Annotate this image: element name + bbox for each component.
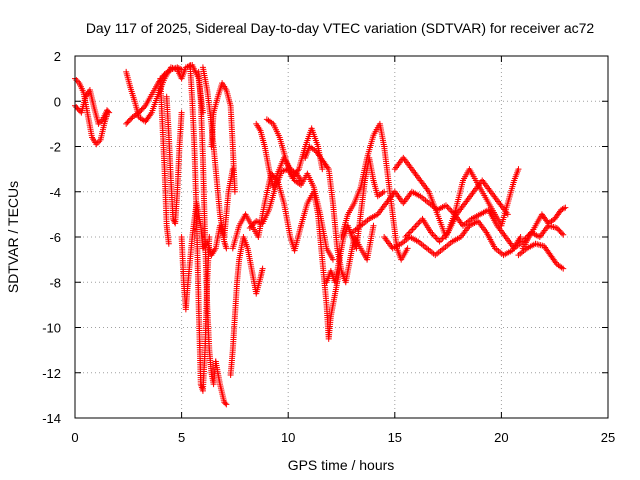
data-point [405, 230, 412, 237]
data-point [444, 203, 451, 210]
series-trace-m [227, 234, 266, 379]
data-point [137, 108, 144, 115]
data-point [178, 66, 185, 73]
data-point [135, 109, 142, 116]
data-point [125, 118, 132, 125]
chart-title: Day 117 of 2025, Sidereal Day-to-day VTE… [86, 20, 595, 36]
data-point [259, 265, 266, 272]
data-point [410, 224, 417, 231]
series-trace-d [123, 64, 185, 127]
series-trace-x [391, 154, 522, 240]
data-point [436, 238, 443, 245]
x-tick-labels: 0 5 10 15 20 25 [71, 430, 615, 445]
data-point [175, 65, 182, 72]
data-point [406, 229, 413, 236]
data-point [222, 400, 229, 407]
y-tick-label: -2 [49, 140, 61, 155]
data-point [178, 109, 185, 116]
data-point [412, 223, 419, 230]
data-point [560, 205, 567, 212]
data-point [408, 227, 415, 234]
data-points [72, 62, 569, 408]
x-tick-label: 5 [178, 430, 185, 445]
series-trace-a [72, 75, 110, 148]
data-point [171, 218, 178, 225]
data-point [415, 220, 422, 227]
y-tick-label: -6 [49, 230, 61, 245]
series-trace-f [157, 75, 172, 247]
data-point [124, 119, 131, 126]
data-point [439, 235, 446, 242]
data-point [141, 104, 148, 111]
series-trace-i [195, 68, 219, 388]
data-point [73, 104, 80, 111]
data-point [229, 166, 236, 173]
data-point [186, 63, 193, 70]
series-trace-l [212, 358, 230, 408]
series-trace-j [199, 64, 230, 252]
series-trace-e [163, 93, 185, 227]
y-tick-labels: -14 -12 -10 -8 -6 -4 -2 0 2 [42, 49, 61, 426]
data-point [139, 105, 146, 112]
y-tick-label: -4 [49, 185, 61, 200]
data-point [73, 77, 80, 84]
data-point [437, 237, 444, 244]
data-point [138, 106, 145, 113]
data-point [413, 221, 420, 228]
data-point [123, 120, 130, 127]
x-tick-label: 0 [71, 430, 78, 445]
data-point [248, 223, 255, 230]
y-axis-label: SDTVAR / TECUs [5, 181, 21, 293]
x-tick-label: 10 [281, 430, 295, 445]
data-point [165, 240, 172, 247]
x-tick-label: 20 [494, 430, 508, 445]
y-tick-label: 0 [54, 94, 61, 109]
y-tick-label: 2 [54, 49, 61, 64]
series-trace-h [187, 62, 213, 394]
x-axis-label: GPS time / hours [288, 457, 395, 473]
data-point [432, 234, 439, 240]
data-point [75, 106, 82, 113]
series-trace-k [208, 80, 238, 195]
data-point [249, 222, 256, 229]
data-point [223, 245, 230, 252]
data-point [177, 65, 184, 72]
data-point [409, 226, 416, 233]
y-tick-label: -10 [42, 321, 61, 336]
x-tick-label: 25 [601, 430, 615, 445]
data-point [246, 224, 253, 231]
data-point [433, 235, 440, 242]
x-tick-label: 15 [388, 430, 402, 445]
data-point [127, 116, 134, 123]
y-tick-label: -12 [42, 366, 61, 381]
data-point [223, 401, 230, 408]
data-point [250, 220, 257, 227]
data-point [106, 109, 113, 116]
y-tick-label: -8 [49, 275, 61, 290]
series-trace-b [72, 86, 113, 127]
data-point [231, 188, 238, 195]
data-point [105, 108, 112, 115]
y-tick-label: -14 [42, 411, 61, 426]
data-point [430, 232, 437, 239]
